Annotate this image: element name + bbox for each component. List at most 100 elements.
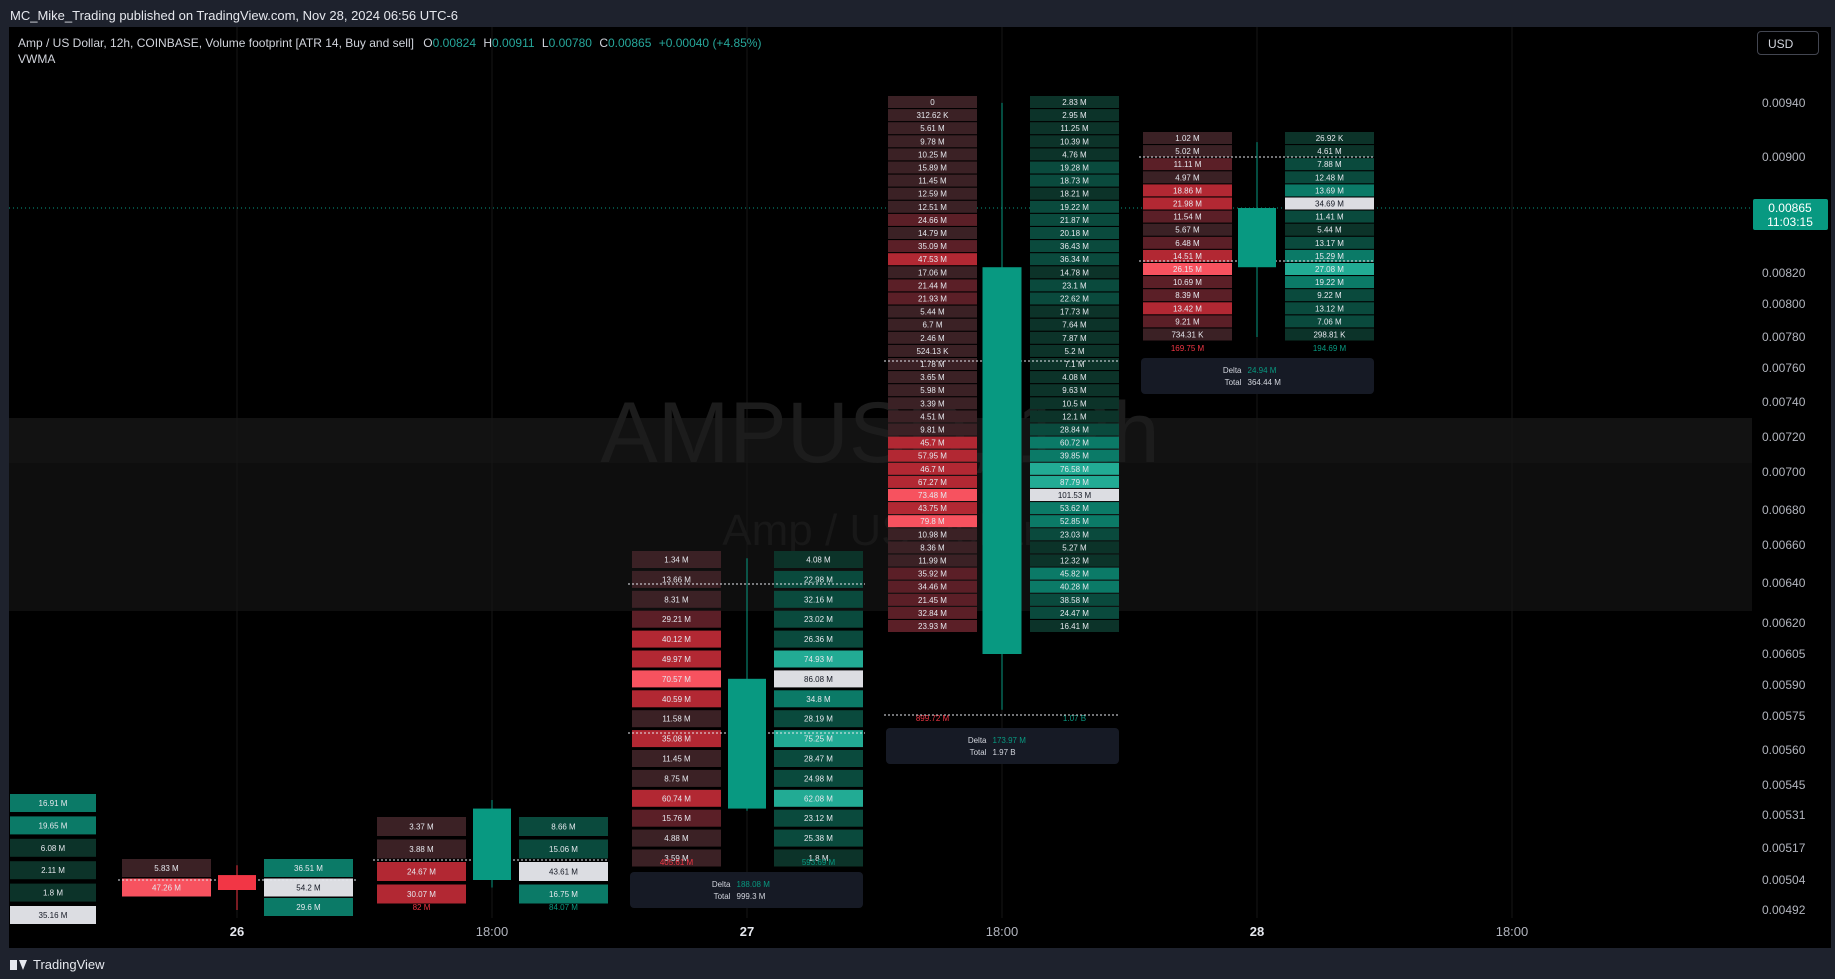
sell-volume-label: 67.27 M	[918, 478, 947, 487]
buy-volume-cell	[1030, 96, 1119, 108]
total-label: Total	[1225, 378, 1242, 387]
bar-countdown: 11:03:15	[1767, 215, 1813, 229]
candle-c1	[218, 865, 256, 910]
sell-volume-cell	[632, 670, 721, 688]
sell-volume-cell	[377, 839, 466, 859]
sell-volume-label: 9.81 M	[920, 426, 945, 435]
sell-volume-label: 11.54 M	[1173, 213, 1202, 222]
sell-volume-label: 30.07 M	[407, 890, 436, 899]
sell-volume-cell	[888, 606, 977, 619]
symbol-legend[interactable]: Amp / US Dollar, 12h, COINBASE, Volume f…	[18, 36, 761, 50]
buy-volume-label: 32.16 M	[804, 595, 833, 604]
sell-volume-cell	[632, 570, 721, 588]
currency-button[interactable]: USD	[1757, 31, 1819, 55]
sell-volume-label: 9.78 M	[920, 137, 945, 146]
price-tick-label: 0.00605	[1762, 647, 1806, 661]
candle-c4	[982, 102, 1022, 710]
sell-volume-cell	[888, 580, 977, 593]
sell-volume-label: 3.65 M	[920, 373, 945, 382]
candle-c2	[473, 800, 511, 888]
sell-volume-cell	[888, 227, 977, 239]
buy-volume-cell	[1030, 567, 1119, 580]
sell-volume-label: 3.37 M	[409, 823, 434, 832]
sell-volume-label: 21.93 M	[918, 295, 947, 304]
sell-volume-cell	[888, 96, 977, 108]
sell-volume-label: 79.8 M	[920, 517, 945, 526]
time-axis	[9, 918, 1831, 948]
delta-summary-box	[1141, 358, 1374, 394]
buy-volume-cell	[1030, 554, 1119, 567]
sell-volume-cell	[888, 554, 977, 567]
low-label: L	[541, 36, 549, 50]
price-tick-label: 0.00760	[1762, 361, 1806, 375]
sell-volume-cell	[888, 567, 977, 580]
sell-volume-label: 9.21 M	[1175, 317, 1200, 326]
indicator-legend-vwma[interactable]: VWMA	[18, 52, 56, 66]
sell-volume-label: 60.74 M	[662, 794, 691, 803]
buy-volume-label: 26.36 M	[804, 635, 833, 644]
buy-volume-cell	[1030, 122, 1119, 135]
buy-volume-label: 19.65 M	[39, 821, 68, 830]
buy-volume-label: 9.63 M	[1062, 386, 1087, 395]
footprint-f0: 16.91 M 19.65 M 6.08 M 2.11 M 1.8 M 35.16 M	[10, 794, 96, 924]
sell-volume-cell	[632, 769, 721, 787]
sell-total-label: 82 M	[413, 903, 431, 912]
buy-volume-cell	[1030, 580, 1119, 593]
buy-volume-label: 24.47 M	[1060, 609, 1089, 618]
price-tick-label: 0.00720	[1762, 430, 1806, 444]
buy-volume-label: 15.06 M	[549, 845, 578, 854]
buy-volume-label: 7.64 M	[1062, 321, 1087, 330]
buy-volume-cell	[10, 838, 96, 857]
buy-volume-cell	[774, 630, 863, 648]
delta-value: 173.97 M	[993, 736, 1027, 745]
sell-volume-cell	[888, 489, 977, 501]
footprint-f5: 1.02 M 5.02 M 11.11 M 4.97 M 18.86 M 21.98 M 1…	[1141, 132, 1374, 394]
buy-volume-cell	[264, 878, 353, 897]
buy-volume-cell	[1030, 279, 1119, 292]
sell-volume-cell	[632, 630, 721, 648]
total-label: Total	[714, 892, 731, 901]
price-tick-label: 0.00531	[1762, 808, 1806, 822]
buy-volume-label: 23.12 M	[804, 814, 833, 823]
buy-volume-label: 13.69 M	[1315, 186, 1344, 195]
sell-volume-cell	[888, 174, 977, 187]
buy-volume-cell	[1030, 174, 1119, 187]
sell-volume-label: 46.7 M	[920, 465, 945, 474]
price-tick-label: 0.00660	[1762, 538, 1806, 552]
buy-volume-cell	[1030, 292, 1119, 305]
sell-volume-label: 47.53 M	[918, 255, 947, 264]
buy-volume-label: 36.43 M	[1060, 242, 1089, 251]
price-tick-label: 0.00700	[1762, 465, 1806, 479]
tradingview-logo[interactable]: TradingView	[10, 957, 105, 972]
sell-volume-label: 2.46 M	[920, 334, 945, 343]
sell-volume-cell	[1143, 132, 1232, 144]
footer-bar: TradingView	[0, 948, 1835, 979]
buy-volume-label: 18.21 M	[1060, 190, 1089, 199]
sell-volume-cell	[1143, 210, 1232, 223]
total-label: Total	[970, 748, 987, 757]
buy-volume-cell	[1030, 161, 1119, 174]
price-tick-label: 0.00640	[1762, 576, 1806, 590]
sell-volume-label: 21.45 M	[918, 596, 947, 605]
buy-volume-cell	[1030, 475, 1119, 488]
buy-volume-label: 25.38 M	[804, 834, 833, 843]
sell-volume-cell	[888, 358, 977, 370]
buy-volume-label: 5.44 M	[1317, 226, 1342, 235]
buy-volume-cell	[10, 906, 96, 924]
buy-volume-label: 21.87 M	[1060, 216, 1089, 225]
close-value: 0.00865	[607, 36, 652, 50]
sell-volume-cell	[1143, 236, 1232, 249]
buy-volume-label: 53.62 M	[1060, 504, 1089, 513]
highlight-band	[9, 418, 1752, 463]
buy-volume-cell	[1030, 318, 1119, 331]
buy-volume-label: 40.28 M	[1060, 583, 1089, 592]
time-tick-label: 18:00	[986, 924, 1019, 939]
buy-volume-cell	[1285, 328, 1374, 341]
sell-volume-label: 40.59 M	[662, 695, 691, 704]
sell-volume-label: 11.45 M	[662, 755, 691, 764]
buy-volume-cell	[519, 862, 608, 881]
buy-volume-cell	[1285, 289, 1374, 302]
price-tick-label: 0.00620	[1762, 616, 1806, 630]
sell-volume-cell	[1143, 276, 1232, 289]
